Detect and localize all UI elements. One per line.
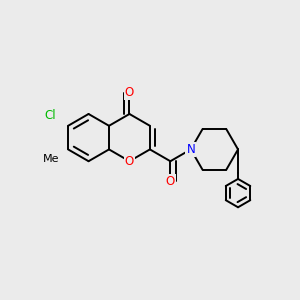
Text: Me: Me — [43, 154, 59, 164]
Text: Cl: Cl — [44, 109, 56, 122]
Text: O: O — [125, 86, 134, 99]
Text: O: O — [166, 175, 175, 188]
Text: O: O — [125, 155, 134, 168]
Text: N: N — [186, 143, 195, 156]
